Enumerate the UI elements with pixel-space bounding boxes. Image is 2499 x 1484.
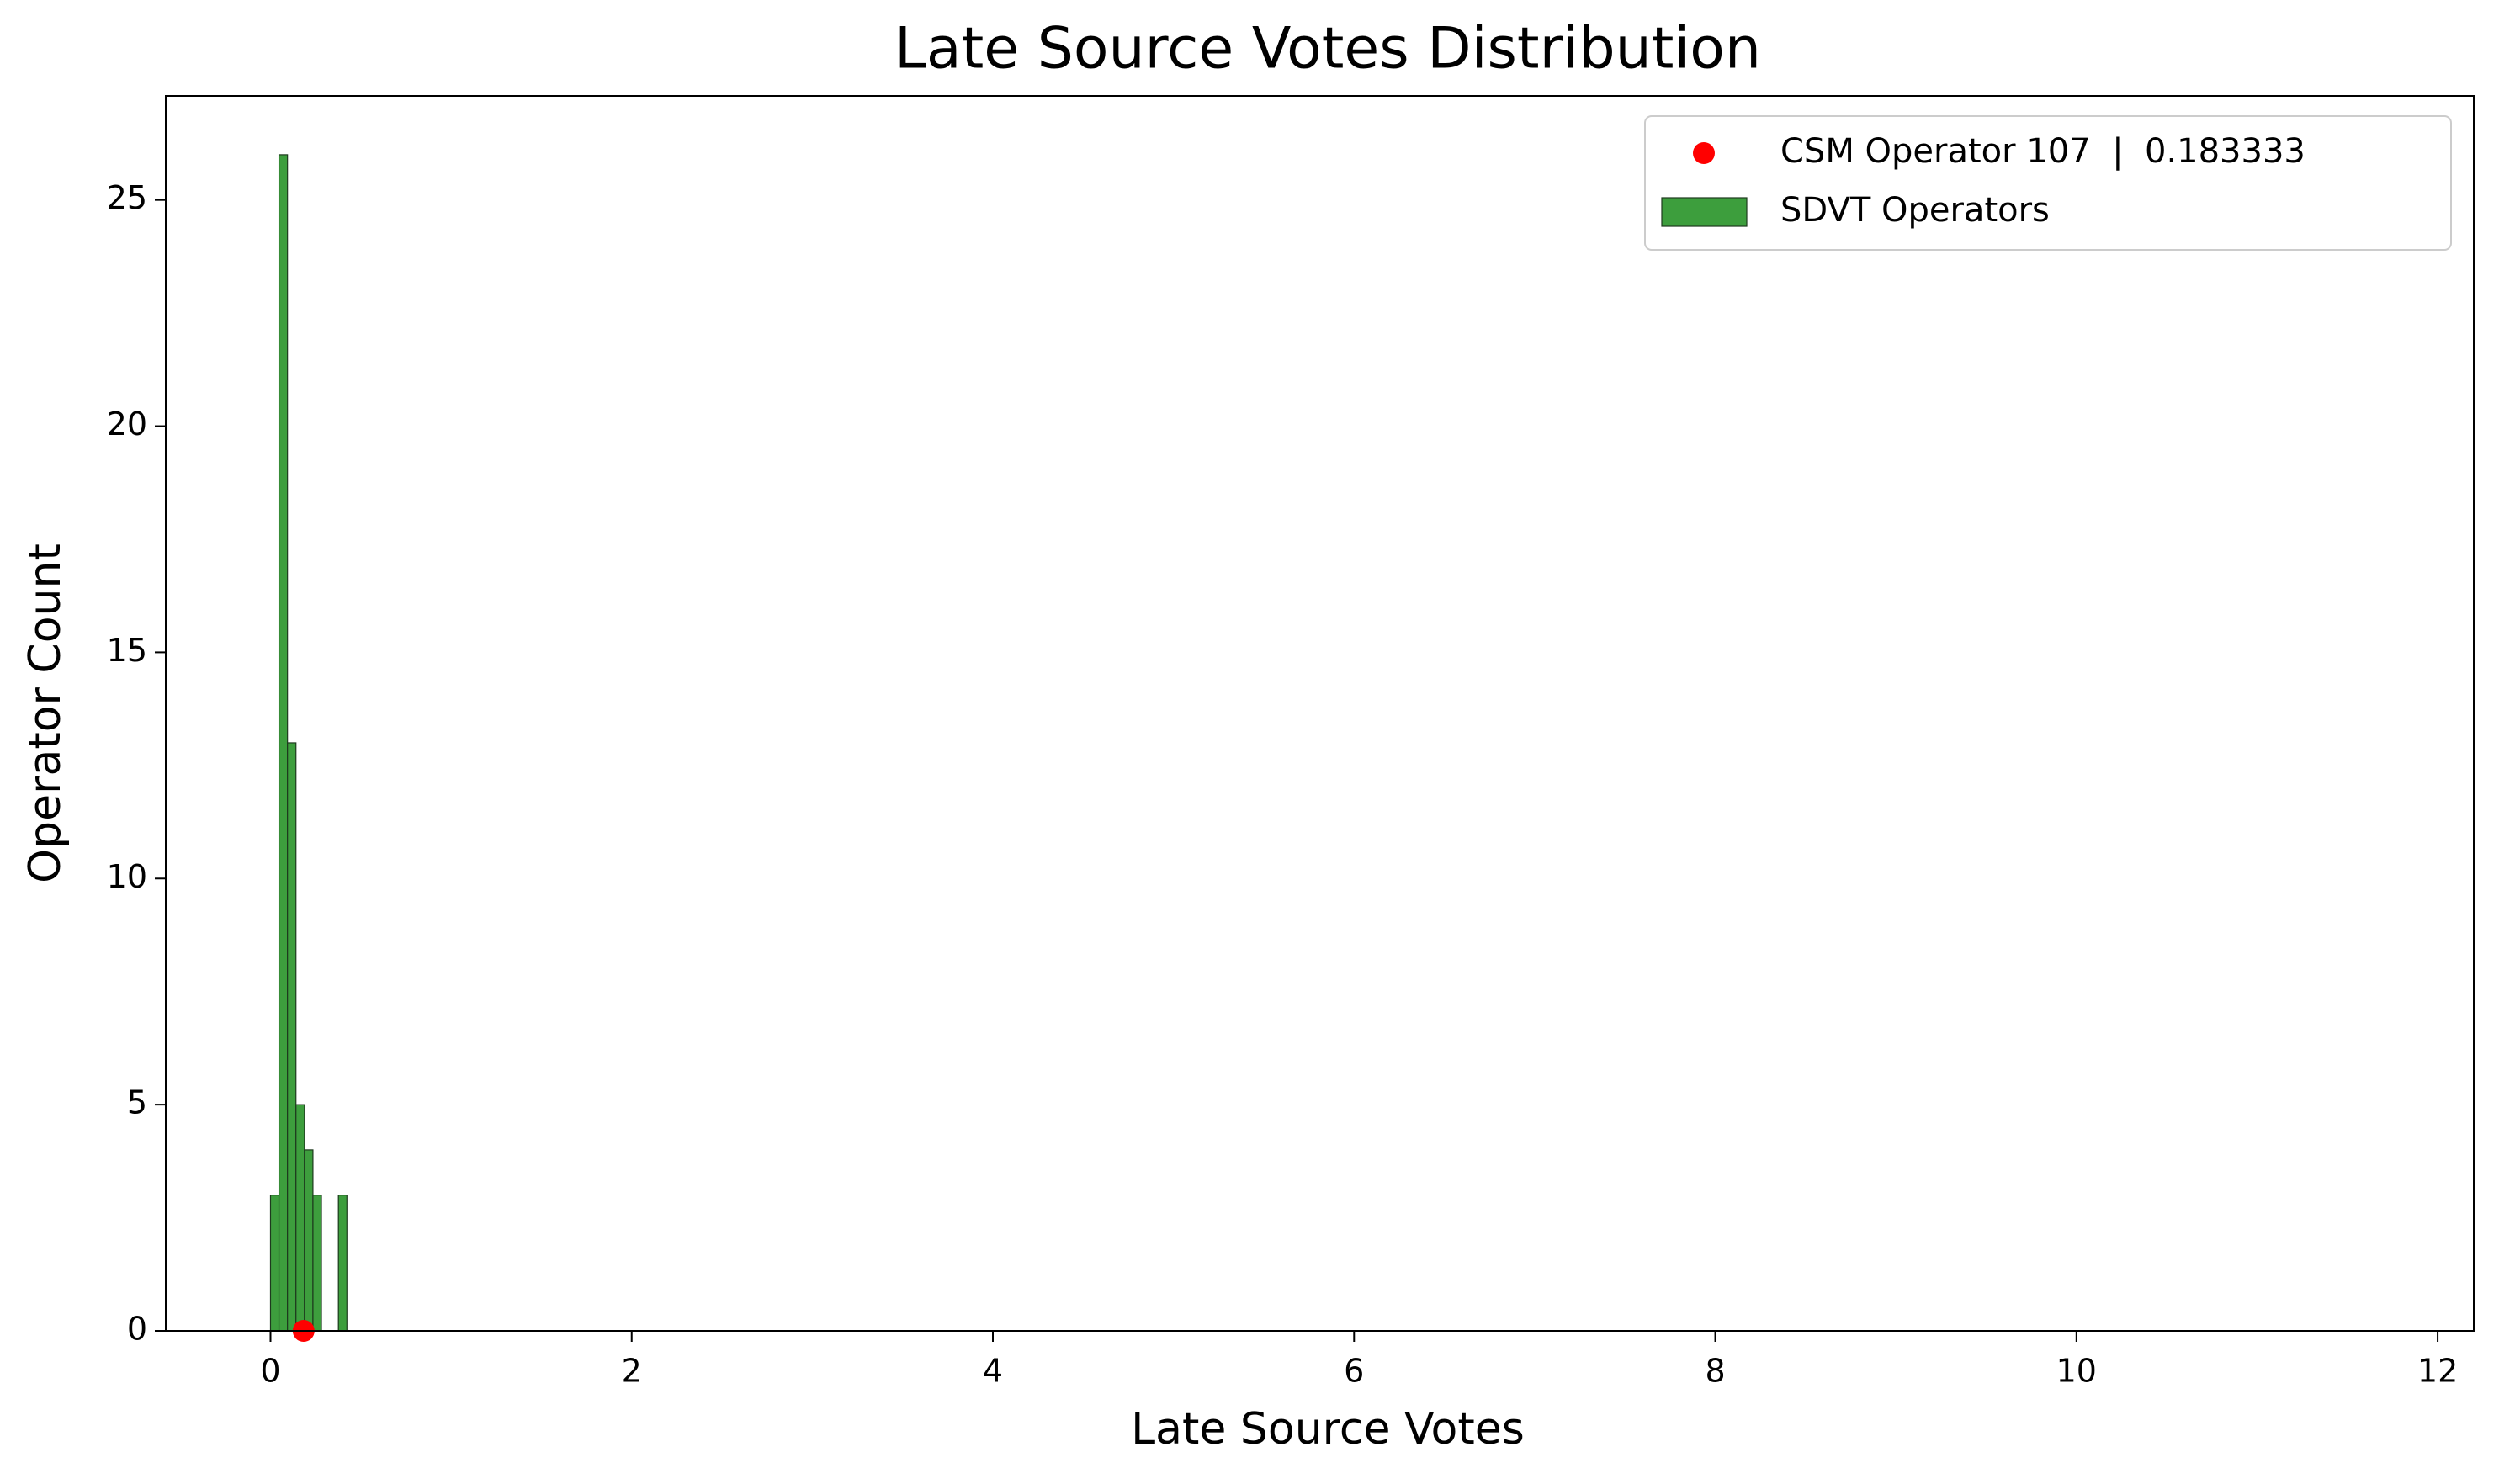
y-tick-label: 15 — [107, 632, 147, 669]
y-tick-label: 5 — [127, 1084, 147, 1121]
x-tick-label: 6 — [1344, 1353, 1364, 1390]
plot-frame — [165, 95, 2475, 1332]
legend-marker — [1661, 197, 1748, 227]
x-tick-label: 10 — [2056, 1353, 2097, 1390]
y-axis-label: Operator Count — [20, 543, 71, 883]
histogram-bar — [287, 742, 297, 1332]
y-tick-label: 20 — [107, 405, 147, 443]
legend-label: CSM Operator 107 | 0.183333 — [1780, 132, 2305, 171]
x-axis-label: Late Source Votes — [1131, 1404, 1525, 1455]
histogram-bar — [337, 1195, 348, 1332]
y-tick-label: 10 — [107, 858, 147, 895]
histogram-bar — [278, 154, 289, 1332]
legend-marker — [1693, 142, 1715, 164]
y-tick-label: 0 — [127, 1311, 147, 1348]
histogram-bar — [312, 1195, 322, 1332]
x-tick-label: 4 — [983, 1353, 1003, 1390]
legend-box — [1644, 115, 2452, 251]
x-tick-label: 0 — [260, 1353, 280, 1390]
histogram-bar — [295, 1104, 305, 1332]
x-tick-label: 2 — [622, 1353, 642, 1390]
y-tick-label: 25 — [107, 179, 147, 216]
legend-label: SDVT Operators — [1780, 191, 2050, 230]
x-tick-label: 12 — [2417, 1353, 2458, 1390]
chart-title: Late Source Votes Distribution — [894, 16, 1761, 82]
histogram-bar — [269, 1195, 280, 1332]
histogram-bar — [304, 1149, 314, 1332]
x-tick-label: 8 — [1705, 1353, 1725, 1390]
legend: CSM Operator 107 | 0.183333 SDVT Operator… — [1644, 115, 2452, 251]
